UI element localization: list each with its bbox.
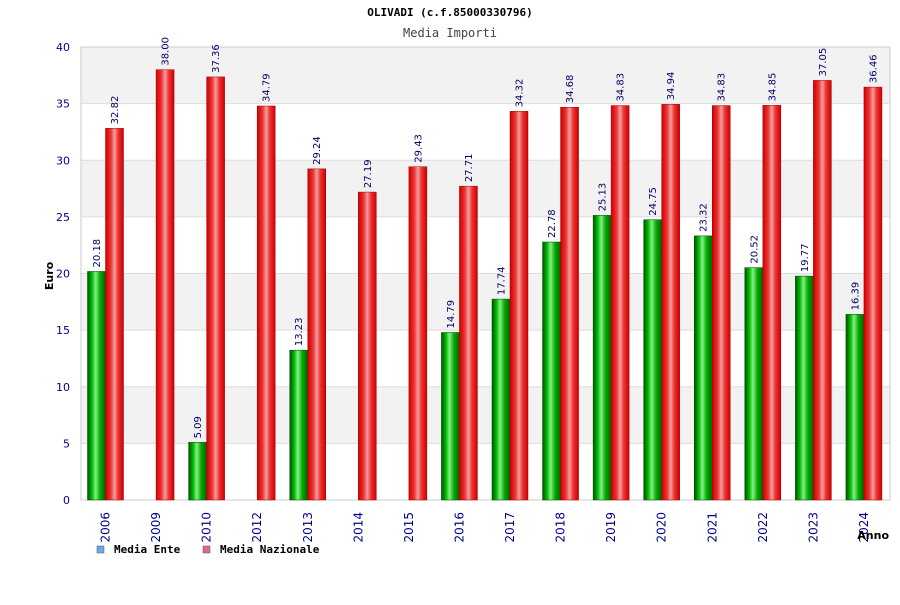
- bar: [694, 235, 713, 501]
- bar: [87, 271, 106, 501]
- data-label: 22.78: [547, 209, 558, 238]
- bar: [542, 241, 561, 501]
- data-label: 16.39: [850, 282, 861, 311]
- legend-label-media-ente: Media Ente: [114, 543, 181, 556]
- x-tick-label: 2022: [756, 512, 770, 543]
- x-axis: 2006 2009 2010 2012 2013 2014 2015 2016 2017 2018…: [99, 512, 871, 543]
- data-label: 34.79: [262, 73, 273, 102]
- bar: [813, 80, 832, 501]
- chart-subtitle: Media Importi: [403, 26, 497, 40]
- bar: [744, 267, 764, 501]
- data-label: 20.18: [92, 239, 103, 268]
- y-tick-label: 40: [56, 41, 70, 54]
- legend-swatch-media-nazionale: [202, 545, 211, 554]
- data-label: 36.46: [868, 54, 879, 83]
- data-label: 13.23: [294, 318, 305, 347]
- y-tick-label: 5: [63, 437, 70, 450]
- data-label: 23.32: [699, 203, 710, 232]
- x-tick-label: 2006: [99, 512, 113, 543]
- data-label: 29.24: [312, 136, 323, 165]
- data-label: 34.83: [717, 73, 728, 102]
- y-tick-label: 0: [63, 494, 70, 507]
- bar: [560, 106, 579, 501]
- chart-title: OLIVADI (c.f.85000330796): [367, 6, 533, 19]
- bar: [509, 111, 529, 501]
- x-tick-label: 2010: [200, 512, 214, 543]
- bar: [712, 105, 731, 501]
- data-label: 5.09: [193, 416, 204, 438]
- bar: [459, 185, 478, 501]
- bar: [795, 275, 814, 501]
- x-tick-label: 2023: [806, 512, 820, 543]
- bar: [845, 314, 865, 501]
- data-label: 34.85: [767, 73, 778, 102]
- bar: [206, 76, 225, 501]
- x-tick-label: 2021: [705, 512, 719, 543]
- x-tick-label: 2009: [149, 512, 163, 543]
- y-tick-label: 25: [56, 211, 70, 224]
- bar: [155, 69, 175, 501]
- bar: [307, 168, 326, 501]
- plot-frame: [80, 46, 891, 501]
- y-axis: 0 5 10 15 20 25 30 35 40: [56, 41, 70, 507]
- x-tick-label: 2012: [250, 512, 264, 543]
- legend: Media Ente Media Nazionale: [96, 543, 320, 556]
- x-tick-label: 2019: [604, 512, 618, 543]
- bar: [188, 442, 207, 501]
- bar: [289, 349, 308, 501]
- bar: [661, 104, 680, 501]
- x-tick-label: 2014: [351, 512, 365, 543]
- data-label: 20.52: [749, 235, 760, 264]
- x-tick-label: 2013: [301, 512, 315, 543]
- bar: [256, 105, 276, 501]
- data-label: 17.74: [497, 266, 508, 295]
- x-tick-label: 2024: [857, 512, 871, 543]
- y-tick-label: 30: [56, 154, 70, 167]
- x-tick-label: 2015: [402, 512, 416, 543]
- x-tick-label: 2017: [503, 512, 517, 543]
- bar: [441, 332, 460, 501]
- data-label: 29.43: [413, 134, 424, 163]
- bar: [643, 219, 662, 501]
- x-tick-label: 2016: [452, 512, 466, 543]
- data-label: 37.05: [818, 48, 829, 77]
- data-label: 32.82: [110, 96, 121, 125]
- legend-swatch-media-ente: [96, 545, 105, 554]
- x-tick-label: 2020: [655, 512, 669, 543]
- data-label: 37.36: [211, 44, 222, 73]
- y-tick-label: 15: [56, 324, 70, 337]
- bar: [408, 166, 428, 501]
- data-label: 38.00: [161, 37, 172, 66]
- x-tick-label: 2018: [554, 512, 568, 543]
- y-axis-label: Euro: [43, 261, 56, 290]
- y-tick-label: 35: [56, 98, 70, 111]
- bars: [87, 69, 883, 501]
- bar: [610, 105, 630, 501]
- bar: [358, 191, 377, 501]
- data-label: 34.83: [616, 73, 627, 102]
- bar: [592, 215, 612, 501]
- bar: [491, 298, 511, 501]
- bar: [105, 128, 124, 501]
- data-label: 19.77: [800, 243, 811, 272]
- data-label: 27.71: [464, 154, 475, 183]
- x-axis-label: Anno: [857, 529, 889, 542]
- value-labels: 20.18 32.82 38.00 5.09 37.36 34.79 13.23 29.24 2…: [92, 37, 879, 438]
- bar: [863, 86, 883, 501]
- data-label: 25.13: [598, 183, 609, 212]
- data-label: 27.19: [363, 159, 374, 188]
- y-tick-label: 20: [56, 268, 70, 281]
- bar: [762, 105, 782, 501]
- data-label: 34.94: [666, 72, 677, 101]
- data-label: 24.75: [648, 187, 659, 216]
- data-label: 34.32: [515, 79, 526, 108]
- y-tick-label: 10: [56, 381, 70, 394]
- data-label: 34.68: [565, 75, 576, 104]
- data-label: 14.79: [446, 300, 457, 329]
- legend-label-media-nazionale: Media Nazionale: [220, 543, 320, 556]
